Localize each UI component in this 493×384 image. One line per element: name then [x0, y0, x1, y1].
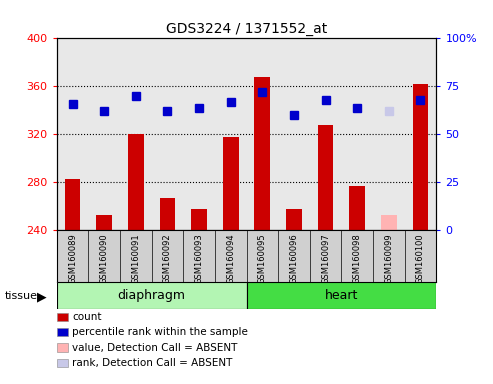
- Text: count: count: [72, 312, 102, 322]
- Bar: [128, 134, 143, 230]
- Text: GSM160094: GSM160094: [226, 233, 235, 284]
- Bar: [191, 209, 207, 230]
- Text: diaphragm: diaphragm: [118, 289, 185, 302]
- Text: GSM160089: GSM160089: [68, 233, 77, 284]
- Bar: [246, 282, 436, 309]
- Bar: [413, 84, 428, 230]
- Text: percentile rank within the sample: percentile rank within the sample: [72, 327, 248, 337]
- Text: value, Detection Call = ABSENT: value, Detection Call = ABSENT: [72, 343, 238, 353]
- Text: GSM160098: GSM160098: [352, 233, 362, 284]
- Bar: [57, 282, 246, 309]
- Text: GSM160092: GSM160092: [163, 233, 172, 284]
- Bar: [160, 198, 176, 230]
- Bar: [96, 215, 112, 230]
- Text: rank, Detection Call = ABSENT: rank, Detection Call = ABSENT: [72, 358, 233, 368]
- Text: GSM160091: GSM160091: [131, 233, 141, 284]
- Bar: [254, 77, 270, 230]
- Text: ▶: ▶: [37, 290, 47, 303]
- Text: GSM160100: GSM160100: [416, 233, 425, 284]
- Text: tissue: tissue: [5, 291, 38, 301]
- Bar: [350, 186, 365, 230]
- Bar: [317, 125, 333, 230]
- Text: GSM160090: GSM160090: [100, 233, 108, 284]
- Text: GSM160093: GSM160093: [195, 233, 204, 284]
- Text: GSM160097: GSM160097: [321, 233, 330, 284]
- Text: GSM160095: GSM160095: [258, 233, 267, 284]
- Bar: [223, 137, 239, 230]
- Text: heart: heart: [325, 289, 358, 302]
- Bar: [65, 179, 80, 230]
- Bar: [286, 209, 302, 230]
- Bar: [381, 215, 397, 230]
- Text: GSM160099: GSM160099: [385, 233, 393, 284]
- Title: GDS3224 / 1371552_at: GDS3224 / 1371552_at: [166, 22, 327, 36]
- Text: GSM160096: GSM160096: [289, 233, 298, 284]
